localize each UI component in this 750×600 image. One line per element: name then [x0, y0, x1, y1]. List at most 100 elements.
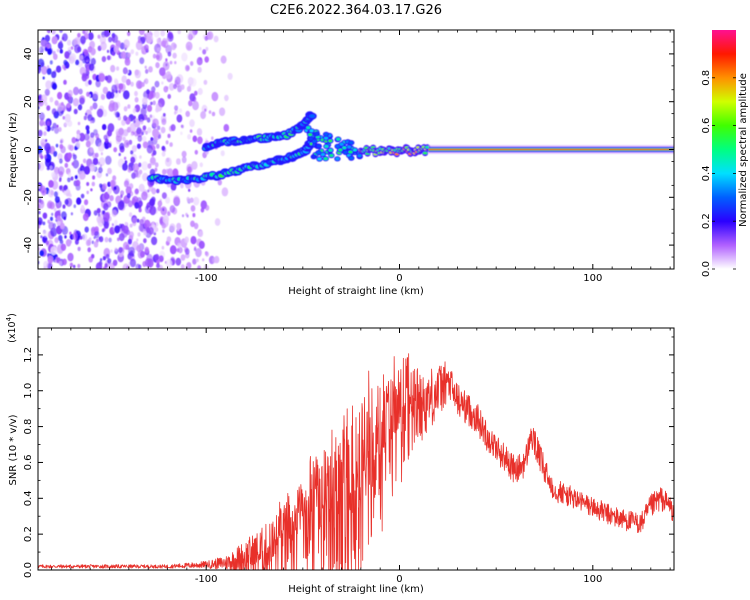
y-tick-label: 1.2: [23, 347, 34, 363]
noise-blob: [128, 212, 133, 218]
noise-blob: [204, 35, 209, 41]
noise-blob: [105, 173, 109, 177]
noise-blob: [103, 202, 109, 211]
noise-blob: [130, 150, 134, 155]
scatter-core: [323, 157, 328, 161]
spectrogram-x-ticks: -100 0 100: [51, 30, 671, 284]
noise-blob: [190, 77, 197, 87]
noise-blob: [154, 167, 158, 172]
noise-blob: [77, 263, 81, 269]
noise-blob: [143, 33, 147, 37]
noise-blob: [101, 56, 107, 63]
noise-blob: [101, 109, 108, 117]
noise-blob: [148, 66, 153, 73]
noise-blob: [180, 84, 185, 90]
snr-y-label: SNR (10 * v/v): [8, 414, 19, 485]
noise-blob: [65, 239, 72, 247]
noise-blob: [165, 157, 172, 167]
spectrogram-y-label: Frequency (Hz): [8, 112, 19, 188]
noise-blob: [149, 114, 153, 118]
noise-blob: [138, 224, 144, 232]
noise-blob: [44, 142, 51, 152]
noise-blob: [156, 263, 160, 269]
noise-blob: [191, 161, 198, 170]
noise-blob: [88, 256, 93, 263]
noise-blob: [92, 175, 96, 180]
noise-blob: [221, 187, 229, 197]
noise-blob: [38, 220, 42, 225]
noise-blob: [160, 126, 166, 134]
noise-blob: [205, 204, 210, 211]
noise-blob: [81, 73, 88, 82]
noise-blob: [155, 62, 160, 69]
noise-blob: [97, 34, 101, 39]
noise-blob: [121, 51, 127, 59]
noise-blob: [168, 83, 175, 91]
noise-blob: [95, 133, 100, 139]
noise-blob: [136, 238, 139, 242]
noise-blob: [193, 222, 199, 230]
noise-blob: [50, 216, 53, 221]
colorbar: 0.0 0.2 0.4 0.6 0.8 Normalized spectral ampl…: [701, 30, 749, 277]
noise-blob: [73, 204, 77, 208]
noise-blob: [143, 114, 148, 121]
noise-blob: [141, 191, 148, 201]
noise-blob: [196, 57, 203, 66]
noise-blob: [156, 125, 161, 131]
noise-blob: [45, 158, 52, 168]
noise-blob: [92, 157, 99, 166]
branch-core: [309, 114, 316, 118]
noise-blob: [169, 223, 176, 233]
y-tick-label: 0: [23, 146, 34, 152]
scatter-core: [343, 151, 348, 154]
noise-blob: [86, 91, 90, 97]
noise-blob: [127, 52, 131, 58]
noise-blob: [72, 98, 79, 107]
noise-blob: [59, 40, 63, 44]
y-tick-label: 0.6: [23, 454, 34, 470]
noise-blob: [103, 191, 110, 200]
noise-blob: [62, 116, 66, 120]
noise-blob: [122, 136, 126, 142]
noise-blob: [102, 183, 107, 190]
noise-blob: [86, 190, 89, 195]
noise-blob: [121, 119, 126, 126]
x-tick-label: -100: [195, 574, 218, 585]
noise-blob: [167, 51, 172, 57]
noise-blob: [114, 225, 121, 234]
noise-blob: [167, 168, 174, 177]
noise-blob: [124, 57, 131, 66]
noise-blob: [152, 150, 157, 156]
scatter-core: [349, 141, 354, 145]
noise-blob: [43, 230, 49, 238]
y-tick-label: -40: [23, 237, 34, 253]
noise-blob: [161, 81, 164, 85]
noise-blob: [87, 32, 94, 41]
noise-blob: [105, 155, 112, 165]
snr-plot: -100 0 100 0.0 0.2 0.4 0.6 0.8 1.0 1.2 Height of…: [5, 313, 675, 595]
noise-blob: [69, 231, 72, 235]
noise-blob: [48, 221, 55, 230]
noise-blob: [141, 131, 144, 136]
noise-blob: [213, 35, 219, 43]
noise-blob: [113, 45, 119, 53]
noise-blob: [127, 238, 132, 245]
noise-blob: [224, 94, 229, 102]
noise-blob: [181, 156, 187, 164]
noise-blob: [158, 255, 164, 263]
noise-blob: [85, 239, 91, 247]
noise-blob: [94, 231, 100, 239]
noise-blob: [63, 216, 67, 221]
noise-blob: [197, 87, 203, 96]
noise-blob: [64, 235, 67, 239]
noise-blob: [156, 259, 160, 265]
noise-blob: [223, 124, 230, 132]
scatter-core: [308, 133, 313, 137]
noise-blob: [173, 111, 177, 115]
noise-blob: [134, 201, 140, 209]
scatter-core: [309, 129, 314, 133]
noise-blob: [51, 82, 57, 90]
carrier-band: [428, 148, 674, 151]
x-tick-label: 100: [583, 273, 602, 284]
y-tick-label: 20: [23, 95, 34, 108]
